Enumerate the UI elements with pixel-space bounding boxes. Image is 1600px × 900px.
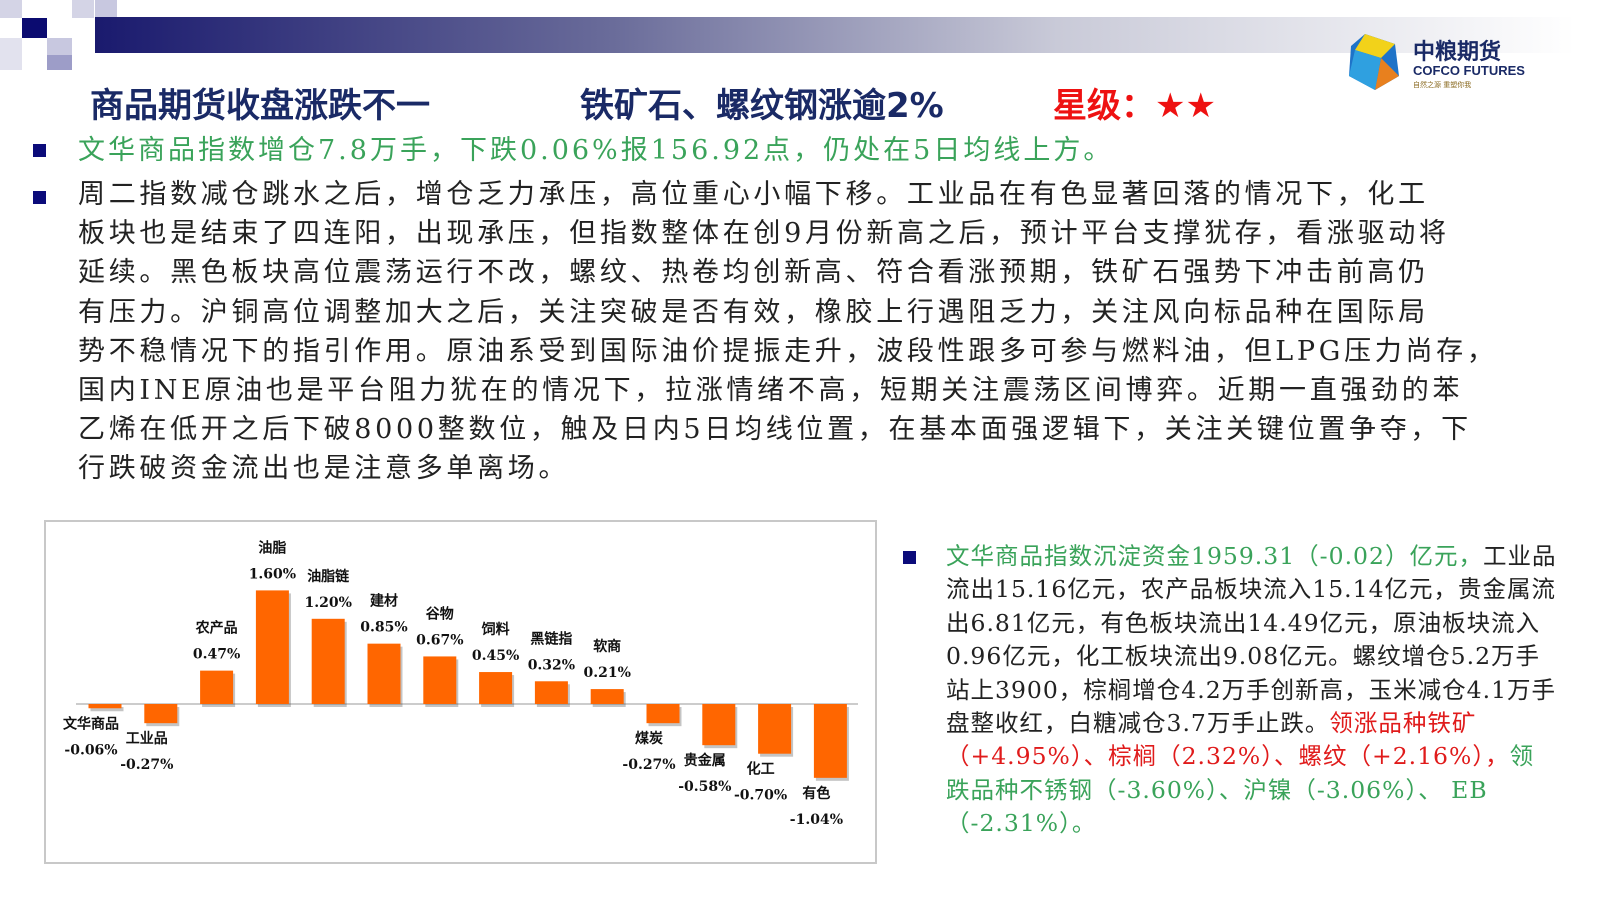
value-label: 1.20% <box>304 595 351 611</box>
category-label: 软商 <box>593 638 621 655</box>
header-gradient-band <box>95 17 1575 53</box>
category-label: 黑链指 <box>530 630 572 647</box>
category-label: 贵金属 <box>684 752 726 769</box>
value-label: 0.85% <box>360 620 407 636</box>
category-label: 饲料 <box>481 621 510 638</box>
category-label: 谷物 <box>426 605 454 622</box>
bar-有色 <box>813 704 847 778</box>
analysis-paragraph: 周二指数减仓跳水之后，增仓乏力承压，高位重心小幅下移。工业品在有色显著回落的情况… <box>78 175 1498 489</box>
category-label: 建材 <box>370 593 398 610</box>
analysis-line: 势不稳情况下的指引作用。原油系受到国际油价提振走升，波段性跟多可参与燃料油，但L… <box>78 335 1498 367</box>
logo-cube-icon <box>1349 34 1399 90</box>
deco-square <box>0 38 22 70</box>
sector-change-chart: 文华商品 -0.06% 工业品 -0.27% 农产品 0.47% 油脂 1.60% 油脂链 1.2… <box>44 520 877 864</box>
bar-农产品 <box>200 670 234 704</box>
category-label: 工业品 <box>126 731 168 747</box>
bar-chart-svg: 文华商品 -0.06% 工业品 -0.27% 农产品 0.47% 油脂 1.60% 油脂链 1.2… <box>63 539 858 828</box>
analysis-line: 延续。黑色板块高位震荡运行不改，螺纹、热卷均创新高、符合看涨预期，铁矿石强势下冲… <box>78 257 1429 289</box>
bar-黑链指 <box>534 681 568 704</box>
star-icon: ★★ <box>1155 86 1216 126</box>
funds-detail: 工业品流出15.16亿元，农产品板块流入15.14亿元，贵金属流出6.81亿元，… <box>946 542 1557 738</box>
analysis-line: 有压力。沪铜高位调整加大之后，关注突破是否有效，橡胶上行遇阻乏力，关注风向标品种… <box>78 296 1429 328</box>
funds-total: 文华商品指数沉淀资金1959.31（-0.02）亿元， <box>946 542 1483 570</box>
value-label: 0.47% <box>193 647 240 663</box>
bullet-icon <box>33 191 46 204</box>
page-subtitle: 铁矿石、螺纹钢涨逾2% <box>580 86 944 126</box>
bar-谷物 <box>423 656 457 704</box>
bar-油脂链 <box>311 618 345 704</box>
bar-贵金属 <box>702 704 736 746</box>
value-label: 0.45% <box>472 648 519 664</box>
value-label: 0.67% <box>416 632 463 648</box>
cofco-logo: 中粮期货 COFCO FUTURES 自然之源 重塑你我 <box>1345 32 1555 92</box>
value-label: 0.21% <box>583 665 630 681</box>
logo-en: COFCO FUTURES <box>1413 63 1525 78</box>
bar-软商 <box>590 689 624 704</box>
bar-shadow <box>90 707 124 712</box>
category-label: 煤炭 <box>635 730 663 747</box>
summary-text: 文华商品指数增仓7.8万手，下跌0.06%报156.92点，仍处在5日均线上方。 <box>78 135 1114 166</box>
logo-slogan: 自然之源 重塑你我 <box>1413 81 1472 89</box>
funds-paragraph: 文华商品指数沉淀资金1959.31（-0.02）亿元，工业品流出15.16亿元，… <box>946 540 1558 841</box>
top-gainers: 领涨品种铁矿（+4.95%）、棕榈（2.32%）、螺纹（+2.16%）， <box>946 709 1510 771</box>
logo-cn: 中粮期货 <box>1413 40 1502 65</box>
value-label: -0.27% <box>622 757 675 773</box>
category-label: 油脂链 <box>307 568 350 585</box>
bar-化工 <box>758 704 792 754</box>
category-label: 化工 <box>747 761 775 778</box>
category-label: 文华商品 <box>63 715 119 732</box>
bullet-icon <box>33 144 46 157</box>
category-label: 有色 <box>802 785 830 802</box>
analysis-line: 周二指数减仓跳水之后，增仓乏力承压，高位重心小幅下移。工业品在有色显著回落的情况… <box>78 179 1429 210</box>
bar-煤炭 <box>646 704 680 724</box>
deco-square <box>47 55 72 70</box>
bar-建材 <box>367 643 401 704</box>
value-label: -0.27% <box>120 757 173 773</box>
deco-square <box>95 0 117 18</box>
category-label: 油脂 <box>258 539 286 556</box>
rating-label: 星级： <box>1053 86 1155 126</box>
value-label: 1.60% <box>249 566 296 582</box>
deco-square <box>22 18 47 38</box>
bar-油脂 <box>255 590 289 704</box>
analysis-line: 国内INE原油也是平台阻力犹在的情况下，拉涨情绪不高，短期关注震荡区间博弈。近期… <box>78 375 1464 407</box>
bullet-icon <box>903 551 916 564</box>
analysis-line: 乙烯在低开之后下破8000整数位，触及日内5日均线位置，在基本面强逻辑下，关注关… <box>78 414 1472 446</box>
deco-square <box>72 0 94 18</box>
value-label: -0.58% <box>678 779 731 795</box>
analysis-line: 板块也是结束了四连阳，出现承压，但指数整体在创9月份新高之后，预计平台支撑犹存，… <box>78 218 1450 250</box>
bar-文华商品 <box>88 704 122 709</box>
value-label: 0.32% <box>528 657 575 673</box>
analysis-line: 行跌破资金流出也是注意多单离场。 <box>78 453 570 485</box>
top-losers: 领跌品种不锈钢（-3.60%）、沪镍（-3.06%）、 EB（-2.31%）。 <box>946 742 1535 838</box>
category-label: 农产品 <box>195 620 238 637</box>
value-label: -1.04% <box>790 812 843 828</box>
value-label: -0.06% <box>64 742 117 758</box>
page-title: 商品期货收盘涨跌不一 <box>90 86 430 126</box>
deco-square <box>0 0 22 18</box>
deco-square <box>47 38 72 60</box>
bar-工业品 <box>144 704 178 724</box>
bar-饲料 <box>479 672 513 704</box>
rating: 星级：★★ <box>1053 78 1216 127</box>
value-label: -0.70% <box>734 788 787 804</box>
